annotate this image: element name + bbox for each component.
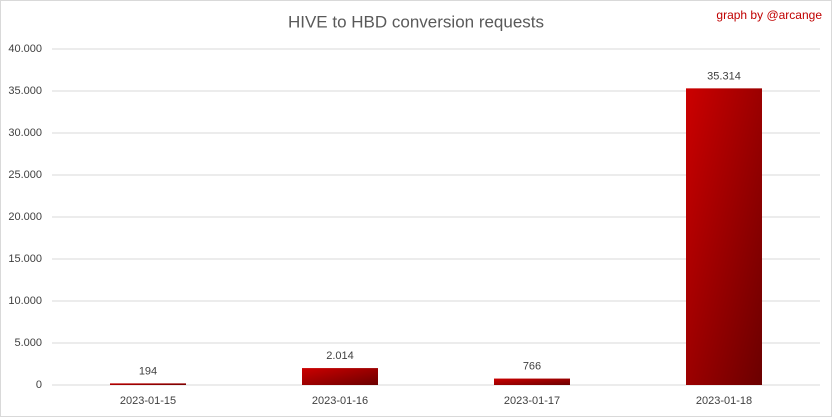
value-label: 194 (139, 365, 157, 377)
x-tick-label: 2023-01-16 (312, 395, 368, 407)
bar (302, 368, 378, 385)
y-tick-label: 40.000 (8, 43, 42, 55)
bar (494, 378, 570, 385)
x-tick-label: 2023-01-18 (696, 395, 752, 407)
chart-title: HIVE to HBD conversion requests (288, 12, 544, 31)
y-tick-label: 35.000 (8, 85, 42, 97)
value-label: 2.014 (326, 350, 354, 362)
y-tick-label: 15.000 (8, 253, 42, 265)
y-tick-label: 10.000 (8, 295, 42, 307)
y-tick-label: 30.000 (8, 127, 42, 139)
annotation: graph by @arcange (716, 8, 822, 22)
bar (110, 383, 186, 385)
bar (686, 88, 762, 385)
value-label: 766 (523, 360, 541, 372)
y-tick-label: 5.000 (14, 337, 42, 349)
y-tick-label: 25.000 (8, 169, 42, 181)
y-tick-label: 0 (36, 379, 42, 391)
value-label: 35.314 (707, 70, 741, 82)
x-tick-label: 2023-01-17 (504, 395, 560, 407)
y-tick-label: 20.000 (8, 211, 42, 223)
x-tick-label: 2023-01-15 (120, 395, 176, 407)
